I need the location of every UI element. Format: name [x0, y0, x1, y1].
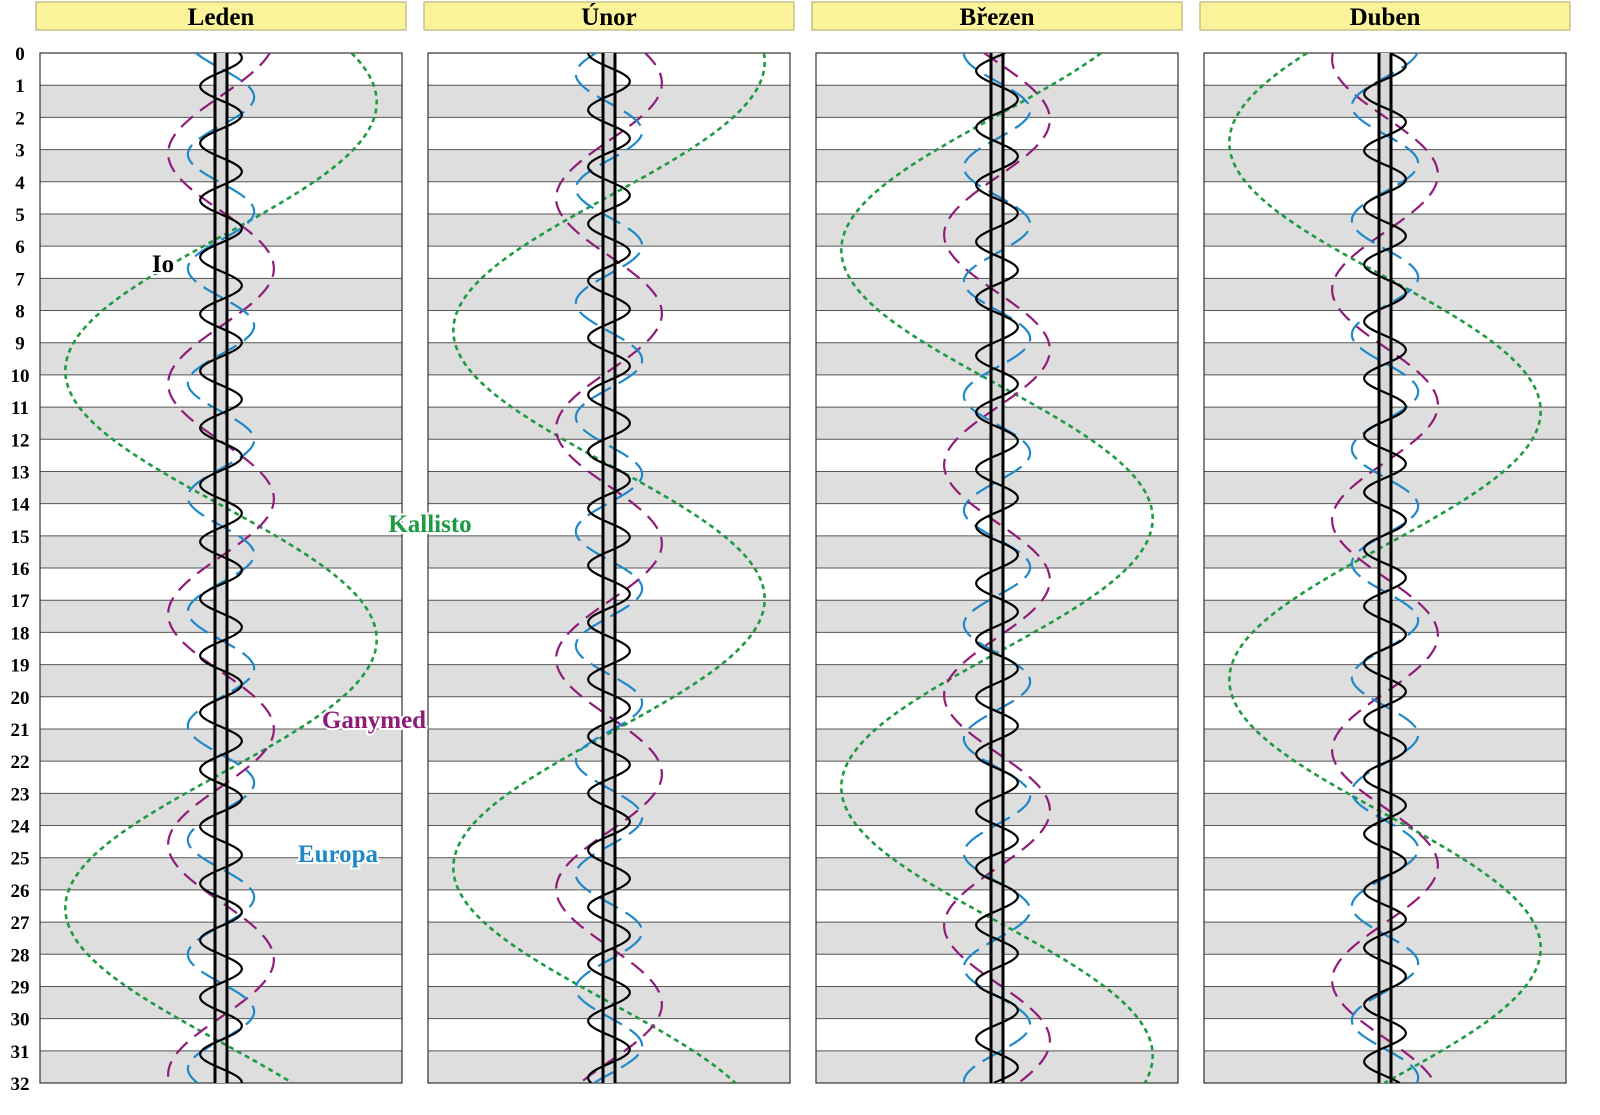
- moon-orbit-ganymed: [1331, 53, 1439, 1083]
- day-tick-label: 10: [11, 366, 30, 387]
- day-tick-label: 21: [11, 720, 30, 741]
- month-header: [423, 1, 795, 31]
- moon-orbit-kallisto: [64, 53, 378, 1083]
- jupiter-band: [1379, 53, 1391, 1083]
- moon-label-ganymed: Ganymed: [322, 707, 426, 734]
- moon-orbit-io: [199, 53, 243, 1083]
- day-tick-label: 17: [11, 591, 31, 612]
- day-axis: 0123456789101112131415161718192021222324…: [11, 44, 31, 1095]
- month-header: [35, 1, 407, 31]
- moon-orbit-io: [587, 53, 631, 1083]
- moon-curves: [452, 53, 766, 1083]
- day-tick-label: 22: [11, 752, 30, 773]
- day-tick-label: 12: [11, 430, 30, 451]
- day-tick-label: 13: [11, 462, 30, 483]
- day-tick-label: 32: [11, 1074, 30, 1095]
- moon-orbit-kallisto: [452, 53, 766, 1083]
- day-tick-label: 5: [15, 205, 25, 226]
- moon-orbit-europa: [186, 53, 256, 1083]
- day-tick-label: 3: [15, 141, 25, 162]
- day-tick-label: 25: [11, 849, 30, 870]
- day-tick-label: 6: [15, 237, 25, 258]
- jupiter-band: [603, 53, 615, 1083]
- day-tick-label: 29: [11, 977, 30, 998]
- moon-label-io: Io: [152, 251, 174, 278]
- month-header: [1199, 1, 1571, 31]
- day-tick-label: 1: [15, 76, 25, 97]
- moon-orbit-europa: [962, 53, 1032, 1083]
- day-tick-label: 30: [11, 1010, 30, 1031]
- day-tick-label: 14: [11, 495, 31, 516]
- month-title: Březen: [960, 4, 1035, 31]
- day-tick-label: 24: [11, 817, 31, 838]
- day-tick-label: 20: [11, 688, 30, 709]
- day-tick-label: 9: [15, 334, 25, 355]
- day-tick-label: 15: [11, 527, 30, 548]
- day-tick-label: 0: [15, 44, 25, 65]
- day-tick-label: 11: [11, 398, 29, 419]
- month-header: [811, 1, 1183, 31]
- month-panel-3: Březen: [811, 1, 1183, 1084]
- month-panel-4: Duben: [1199, 1, 1571, 1084]
- moon-orbit-kallisto: [1228, 53, 1542, 1083]
- day-tick-label: 19: [11, 656, 30, 677]
- moon-orbit-europa: [1350, 53, 1420, 1083]
- moon-label-europa: Europa: [298, 841, 379, 868]
- day-tick-label: 7: [15, 269, 25, 290]
- month-title: Duben: [1350, 4, 1421, 31]
- moon-orbit-ganymed: [555, 53, 663, 1083]
- moon-orbit-europa: [574, 53, 644, 1083]
- moon-label-kallisto: Kallisto: [388, 511, 471, 538]
- day-tick-label: 31: [11, 1042, 30, 1063]
- month-title: Leden: [188, 4, 255, 31]
- day-tick-label: 26: [11, 881, 30, 902]
- month-title: Únor: [581, 3, 637, 31]
- month-panels: Leden Únor Březen Duben: [35, 1, 1571, 1084]
- day-tick-label: 2: [15, 108, 25, 129]
- moon-orbit-kallisto: [840, 53, 1154, 1083]
- day-tick-label: 23: [11, 784, 30, 805]
- day-tick-label: 16: [11, 559, 30, 580]
- jupiter-band: [215, 53, 227, 1083]
- month-panel-1: Leden: [35, 1, 407, 1084]
- day-tick-label: 18: [11, 623, 30, 644]
- moon-curves: [64, 53, 378, 1083]
- moon-orbit-ganymed: [943, 53, 1051, 1083]
- day-tick-label: 28: [11, 945, 30, 966]
- month-panel-2: Únor: [423, 1, 795, 1084]
- day-tick-label: 8: [15, 302, 25, 323]
- day-tick-label: 27: [11, 913, 31, 934]
- day-tick-label: 4: [15, 173, 25, 194]
